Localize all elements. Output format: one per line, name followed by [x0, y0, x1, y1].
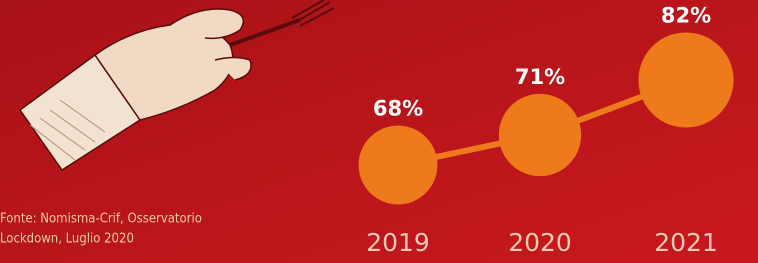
source-note: Fonte: Nomisma-Crif, Osservatorio: [0, 212, 202, 227]
source-note: Lockdown, Luglio 2020: [0, 232, 134, 247]
bubble: [499, 94, 581, 176]
year-label: 2020: [508, 228, 572, 257]
bubble: [359, 126, 438, 205]
value-label: 68%: [373, 97, 423, 121]
value-label: 71%: [515, 65, 565, 89]
year-label: 2021: [654, 228, 718, 257]
infographic: 68% 2019 71% 2020 82% 2021 Fonte: Nomisma-Crif…: [0, 0, 758, 263]
year-label: 2019: [366, 228, 430, 257]
value-label: 82%: [661, 3, 711, 27]
bubble: [638, 32, 733, 127]
